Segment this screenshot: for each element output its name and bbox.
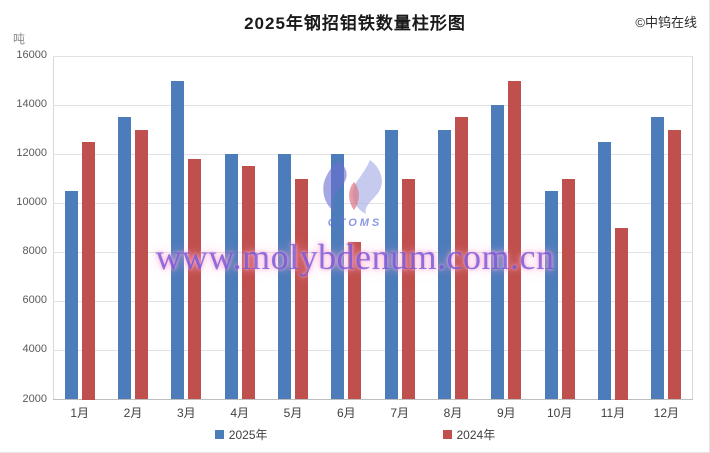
bar-2024年-4月 (241, 166, 255, 400)
x-tick-label-11月: 11月 (600, 406, 626, 420)
y-axis-unit-label: 吨 (13, 32, 26, 46)
y-tick-label-10000: 10000 (16, 196, 47, 209)
y-tick-label-16000: 16000 (16, 49, 47, 61)
x-axis-line (53, 399, 693, 400)
bar-2024年-1月 (81, 141, 95, 400)
gridline-4000 (53, 349, 693, 351)
bar-2025年-12月 (651, 117, 665, 400)
gridline-14000 (53, 104, 693, 106)
y-tick-label-4000: 4000 (22, 343, 47, 356)
bar-2025年-2月 (118, 117, 131, 400)
x-tick-label-10月: 10月 (546, 406, 573, 420)
bar-2025年-10月 (544, 190, 558, 400)
x-tick-label-12月: 12月 (653, 406, 679, 420)
chart-legend: 2025年 2024年 (0, 426, 710, 443)
x-tick-label-5月: 5月 (283, 406, 303, 420)
legend-swatch-2024 (442, 430, 452, 439)
gridline-10000 (53, 202, 693, 204)
bar-2024年-8月 (455, 117, 468, 400)
bar-2025年-7月 (384, 129, 398, 400)
bar-2025年-6月 (331, 154, 345, 400)
bar-2024年-11月 (615, 227, 628, 400)
bar-2024年-10月 (561, 178, 575, 400)
legend-label-2024: 2024年 (456, 428, 496, 442)
x-tick-label-1月: 1月 (70, 406, 89, 420)
bar-2025年-5月 (278, 154, 291, 400)
y-tick-label-8000: 8000 (22, 245, 47, 258)
y-tick-label-12000: 12000 (16, 147, 47, 160)
y-tick-label-6000: 6000 (22, 294, 47, 307)
gridline-12000 (53, 153, 693, 155)
x-tick-label-6月: 6月 (336, 406, 356, 420)
x-tick-label-8月: 8月 (443, 406, 463, 420)
bar-2024年-3月 (188, 159, 202, 400)
bar-2024年-2月 (135, 129, 148, 400)
bar-2025年-3月 (171, 80, 185, 400)
x-tick-label-4月: 4月 (230, 406, 249, 420)
bar-2025年-1月 (64, 190, 78, 400)
x-tick-label-7月: 7月 (390, 406, 409, 420)
chart-title: 2025年钢招钼铁数量柱形图 (244, 14, 466, 33)
legend-item-2024: 2024年 (442, 426, 496, 443)
x-tick-label-9月: 9月 (496, 406, 516, 420)
bar-2025年-4月 (224, 154, 238, 400)
plot-area (53, 56, 693, 400)
copyright-label: ©中钨在线 (635, 15, 697, 30)
x-tick-label-2月: 2月 (123, 406, 143, 420)
gridline-16000 (53, 55, 693, 57)
y-tick-label-14000: 14000 (16, 98, 47, 111)
bar-2025年-8月 (438, 129, 451, 400)
bar-2024年-12月 (668, 129, 682, 400)
bar-2025年-9月 (491, 105, 505, 400)
legend-swatch-2025 (214, 430, 224, 439)
bar-2024年-9月 (508, 80, 522, 400)
gridline-6000 (53, 300, 693, 302)
bar-2024年-6月 (348, 242, 362, 400)
x-tick-label-3月: 3月 (176, 406, 196, 420)
legend-label-2025: 2025年 (228, 428, 268, 442)
gridline-8000 (53, 251, 693, 253)
y-tick-label-2000: 2000 (22, 392, 47, 405)
bar-2024年-5月 (295, 178, 308, 400)
bar-2025年-11月 (598, 141, 611, 400)
bar-2024年-7月 (401, 178, 415, 400)
legend-item-2025: 2025年 (214, 426, 268, 443)
